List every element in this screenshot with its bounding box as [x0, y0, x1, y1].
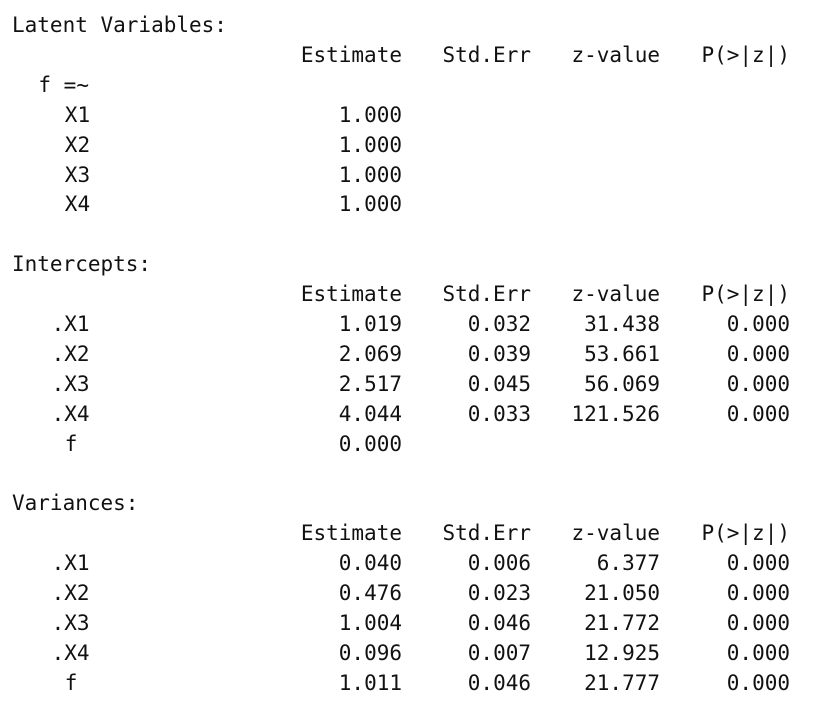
- column-header: P(>|z|): [701, 42, 790, 67]
- cell-value: 53.661: [584, 341, 660, 366]
- cell-value: 0.006: [467, 551, 531, 576]
- column-header: Estimate: [300, 521, 402, 546]
- cell-value: 1.019: [338, 312, 402, 336]
- cell-value: 1.004: [338, 611, 402, 635]
- column-header: P(>|z|): [701, 282, 790, 307]
- cell-value: 0.039: [467, 341, 531, 366]
- column-header: z-value: [571, 282, 660, 307]
- group-label: f =~: [38, 72, 89, 97]
- column-header: z-value: [571, 521, 660, 546]
- cell-value: 2.069: [338, 341, 402, 366]
- section-title: Intercepts:: [12, 252, 152, 277]
- cell-value: 0.096: [338, 640, 402, 665]
- column-header: Std.Err: [442, 42, 531, 67]
- cell-value: 0.023: [467, 581, 531, 606]
- column-header: Estimate: [300, 282, 402, 307]
- cell-value: 12.925: [584, 640, 660, 665]
- cell-value: 0.040: [338, 551, 402, 576]
- column-header: Std.Err: [442, 282, 531, 307]
- cell-value: 0.046: [467, 611, 531, 635]
- row-label: .X1: [51, 312, 90, 336]
- row-label: .X3: [51, 371, 90, 396]
- cell-value: 0.000: [338, 431, 402, 456]
- cell-value: 21.050: [584, 581, 660, 606]
- cell-value: 0.000: [726, 312, 790, 336]
- section-title: Variances:: [12, 491, 139, 516]
- cell-value: 1.000: [338, 162, 402, 187]
- column-header: z-value: [571, 42, 660, 67]
- cell-value: 4.044: [338, 401, 402, 426]
- cell-value: 2.517: [338, 371, 402, 396]
- row-label: .X2: [51, 581, 90, 606]
- cell-value: 1.000: [338, 102, 402, 127]
- cell-value: 0.000: [726, 640, 790, 665]
- cell-value: 0.476: [338, 581, 402, 606]
- cell-value: 6.377: [596, 551, 660, 576]
- column-header: Std.Err: [442, 521, 531, 546]
- cell-value: 0.046: [467, 670, 531, 695]
- section-title: Latent Variables:: [12, 13, 227, 37]
- cell-value: 121.526: [571, 401, 660, 426]
- cell-value: 0.000: [726, 401, 790, 426]
- cell-value: 0.007: [467, 640, 531, 665]
- row-label: f: [64, 431, 78, 456]
- cell-value: 0.000: [726, 341, 790, 366]
- row-label: .X4: [51, 640, 90, 665]
- cell-value: 21.777: [584, 670, 660, 695]
- cell-value: 0.000: [726, 551, 790, 576]
- column-header: P(>|z|): [701, 521, 790, 546]
- row-label: .X1: [51, 551, 90, 576]
- cell-value: 0.000: [726, 371, 790, 396]
- cell-value: 1.000: [338, 192, 402, 217]
- cell-value: 1.000: [338, 132, 402, 157]
- row-label: .X4: [51, 401, 90, 426]
- cell-value: 0.000: [726, 581, 790, 606]
- row-label: X2: [64, 132, 91, 157]
- cell-value: 0.045: [467, 371, 531, 396]
- cell-value: 0.032: [467, 312, 531, 336]
- cell-value: 0.000: [726, 670, 790, 695]
- column-header: Estimate: [300, 42, 402, 67]
- cell-value: 56.069: [584, 371, 660, 396]
- cell-value: 21.772: [584, 611, 660, 635]
- cell-value: 0.033: [467, 401, 531, 426]
- row-label: .X3: [51, 611, 90, 635]
- row-label: X4: [64, 192, 91, 217]
- row-label: f: [64, 670, 78, 695]
- cell-value: 0.000: [726, 611, 790, 635]
- cell-value: 31.438: [584, 312, 660, 336]
- cell-value: 1.011: [338, 670, 402, 695]
- row-label: X1: [64, 102, 91, 127]
- row-label: X3: [64, 162, 91, 187]
- row-label: .X2: [51, 341, 90, 366]
